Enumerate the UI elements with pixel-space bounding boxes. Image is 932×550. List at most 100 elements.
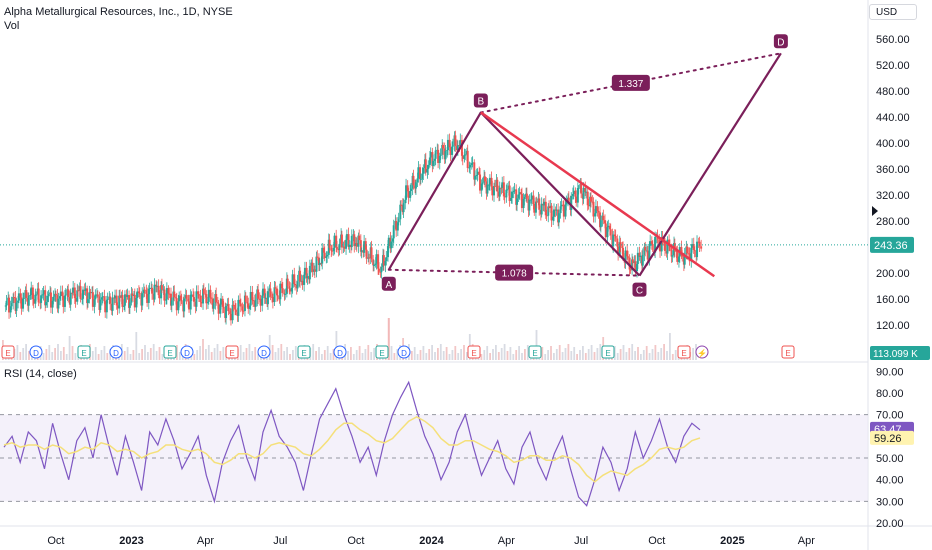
candle-body <box>621 246 624 248</box>
candle-body <box>421 173 424 179</box>
candle-body <box>93 299 96 307</box>
candle-body <box>574 190 577 197</box>
candle-body <box>299 270 302 282</box>
candle-body <box>231 304 234 321</box>
candle-body <box>326 254 329 257</box>
candle-body <box>649 241 652 246</box>
ratio-label-bg <box>611 74 650 91</box>
volume-bar <box>524 349 526 360</box>
candle-body <box>106 298 109 300</box>
candle-body <box>9 306 12 313</box>
volume-bar <box>526 345 529 360</box>
candle-body <box>592 201 595 217</box>
volume-bar <box>564 348 567 360</box>
volume-bar <box>54 348 56 360</box>
price-axis-tick: 160.00 <box>876 294 910 306</box>
candle-body <box>264 297 267 299</box>
price-axis-tick: 440.00 <box>876 112 910 124</box>
candle-body <box>594 206 597 214</box>
candle-body <box>359 240 362 252</box>
volume-bar <box>370 352 373 360</box>
candle-body <box>594 213 597 217</box>
volume-bar <box>460 349 462 360</box>
candle-body <box>280 283 283 289</box>
candle-body <box>511 192 514 198</box>
candle-body <box>306 276 309 279</box>
candle-body <box>175 298 178 311</box>
volume-bar <box>19 352 22 360</box>
candle-body <box>616 238 619 247</box>
event-marker-icon <box>467 345 481 359</box>
ratio-label: 1.078 <box>502 269 527 280</box>
volume-bar <box>350 347 352 360</box>
candle-body <box>234 309 237 313</box>
candle-body <box>153 284 156 300</box>
candle-body <box>348 244 351 247</box>
volume-bar <box>318 347 320 360</box>
candle-body <box>271 297 274 303</box>
candle-body <box>612 234 615 247</box>
volume-bar <box>425 353 428 360</box>
candle-body <box>34 294 37 304</box>
volume-bar <box>286 347 288 360</box>
candle-body <box>128 295 131 308</box>
candle-body <box>691 243 694 248</box>
candle-body <box>628 257 631 270</box>
volume-bar <box>631 344 634 360</box>
candle-body <box>355 243 358 247</box>
event-marker-label: E <box>229 349 234 358</box>
volume-bar <box>651 349 654 360</box>
candle-body <box>564 204 567 217</box>
candle-body <box>44 290 47 306</box>
volume-bar <box>445 347 448 360</box>
volume-bar <box>68 336 71 360</box>
candle-body <box>560 204 563 207</box>
candle-body <box>192 294 195 298</box>
candle-body <box>81 298 84 300</box>
candle-body <box>73 287 76 299</box>
volume-bar <box>219 351 222 360</box>
candle-body <box>274 287 277 289</box>
candle-body <box>357 235 360 247</box>
volume-bar <box>245 348 248 360</box>
candle-body <box>396 222 399 231</box>
event-marker-icon <box>375 345 389 359</box>
volume-bar <box>422 346 425 360</box>
candle-body <box>589 196 592 202</box>
candle-body <box>481 182 484 184</box>
candle-body <box>586 191 589 206</box>
volume-bar <box>483 350 486 360</box>
time-axis-tick: Jul <box>273 535 287 547</box>
candle-body <box>215 294 218 303</box>
candle-body <box>446 150 449 152</box>
candle-body <box>528 199 531 211</box>
volume-bar <box>387 318 390 360</box>
volume-bar <box>457 353 460 360</box>
candle-body <box>71 292 74 294</box>
pattern-point-marker <box>632 282 647 297</box>
volume-bar <box>283 351 286 360</box>
volume-bar <box>205 349 207 360</box>
candle-body <box>22 298 25 309</box>
candle-body <box>114 295 117 299</box>
candle-body <box>454 135 457 147</box>
event-marker-label: D <box>261 349 267 358</box>
volume-bar <box>367 345 370 360</box>
event-marker-label: E <box>605 349 610 358</box>
candle-body <box>644 246 647 251</box>
candle-body <box>179 295 182 301</box>
candle-body <box>375 254 378 264</box>
candle-body <box>248 305 251 309</box>
volume-bar <box>613 346 616 360</box>
volume-bar <box>176 345 178 360</box>
candle-body <box>636 264 639 272</box>
candle-body <box>434 150 437 159</box>
rsi-ma-text: 59.26 <box>874 433 902 445</box>
event-marker-icon <box>163 345 177 359</box>
candle-body <box>146 293 149 303</box>
candle-body <box>165 299 168 301</box>
candle-body <box>45 301 48 306</box>
currency-selector[interactable]: USD <box>869 4 917 20</box>
volume-bar <box>97 354 100 360</box>
